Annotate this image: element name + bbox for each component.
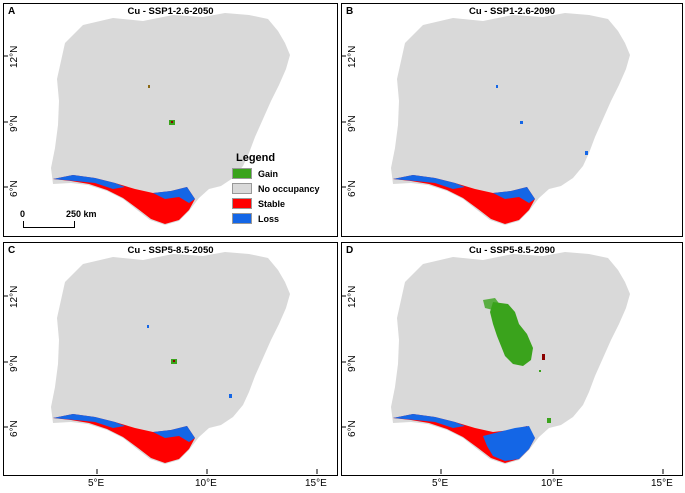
legend-swatch (232, 168, 252, 179)
map-b (391, 13, 630, 225)
lat-label: 9°N (347, 115, 358, 132)
lat-label: 9°N (347, 355, 358, 372)
scale-end-label: 250 km (66, 209, 97, 219)
legend-item-stable: Stable (232, 196, 337, 211)
lon-label: 15°E (651, 478, 673, 489)
legend-label: No occupancy (258, 183, 320, 194)
map-a (51, 13, 290, 225)
scale-start-label: 0 (20, 209, 26, 219)
lon-label: 15°E (305, 478, 327, 489)
lat-label: 9°N (9, 115, 20, 132)
panel-letter: A (8, 6, 16, 17)
legend-label: Stable (258, 198, 286, 209)
legend-swatch (232, 213, 252, 224)
lon-label: 5°E (432, 478, 449, 489)
legend-swatch (232, 183, 252, 194)
lon-label: 10°E (541, 478, 563, 489)
legend-swatch (232, 198, 252, 209)
legend-item-gain: Gain (232, 166, 337, 181)
lat-label: 6°N (347, 420, 358, 437)
panel-title: Cu - SSP1-2.6-2090 (468, 6, 556, 17)
legend-item-no-occupancy: No occupancy (232, 181, 337, 196)
legend-label: Gain (258, 168, 279, 179)
legend-label: Loss (258, 213, 280, 224)
lon-label: 5°E (88, 478, 105, 489)
panel-letter: D (346, 245, 354, 256)
map-legend: Legend Gain No occupancy Stable Loss (232, 152, 337, 226)
panel-letter: B (346, 6, 354, 17)
lat-label: 6°N (9, 420, 20, 437)
legend-item-loss: Loss (232, 211, 337, 226)
panel-title: Cu - SSP5-8.5-2090 (468, 245, 556, 256)
legend-title: Legend (236, 152, 276, 164)
lat-label: 6°N (347, 180, 358, 197)
panel-title: Cu - SSP5-8.5-2050 (127, 245, 214, 256)
lat-label: 9°N (9, 355, 20, 372)
lat-label: 6°N (9, 180, 20, 197)
map-d (391, 252, 630, 464)
panel-title: Cu - SSP1-2.6-2050 (127, 6, 214, 17)
panel-letter: C (8, 245, 16, 256)
lat-label: 12°N (347, 285, 358, 308)
scale-bar: 0 250 km (20, 207, 110, 231)
scale-bar-line (23, 221, 75, 228)
lon-label: 10°E (195, 478, 217, 489)
lat-label: 12°N (9, 285, 20, 308)
map-c (51, 252, 290, 464)
lat-label: 12°N (9, 45, 20, 68)
lat-label: 12°N (347, 45, 358, 68)
